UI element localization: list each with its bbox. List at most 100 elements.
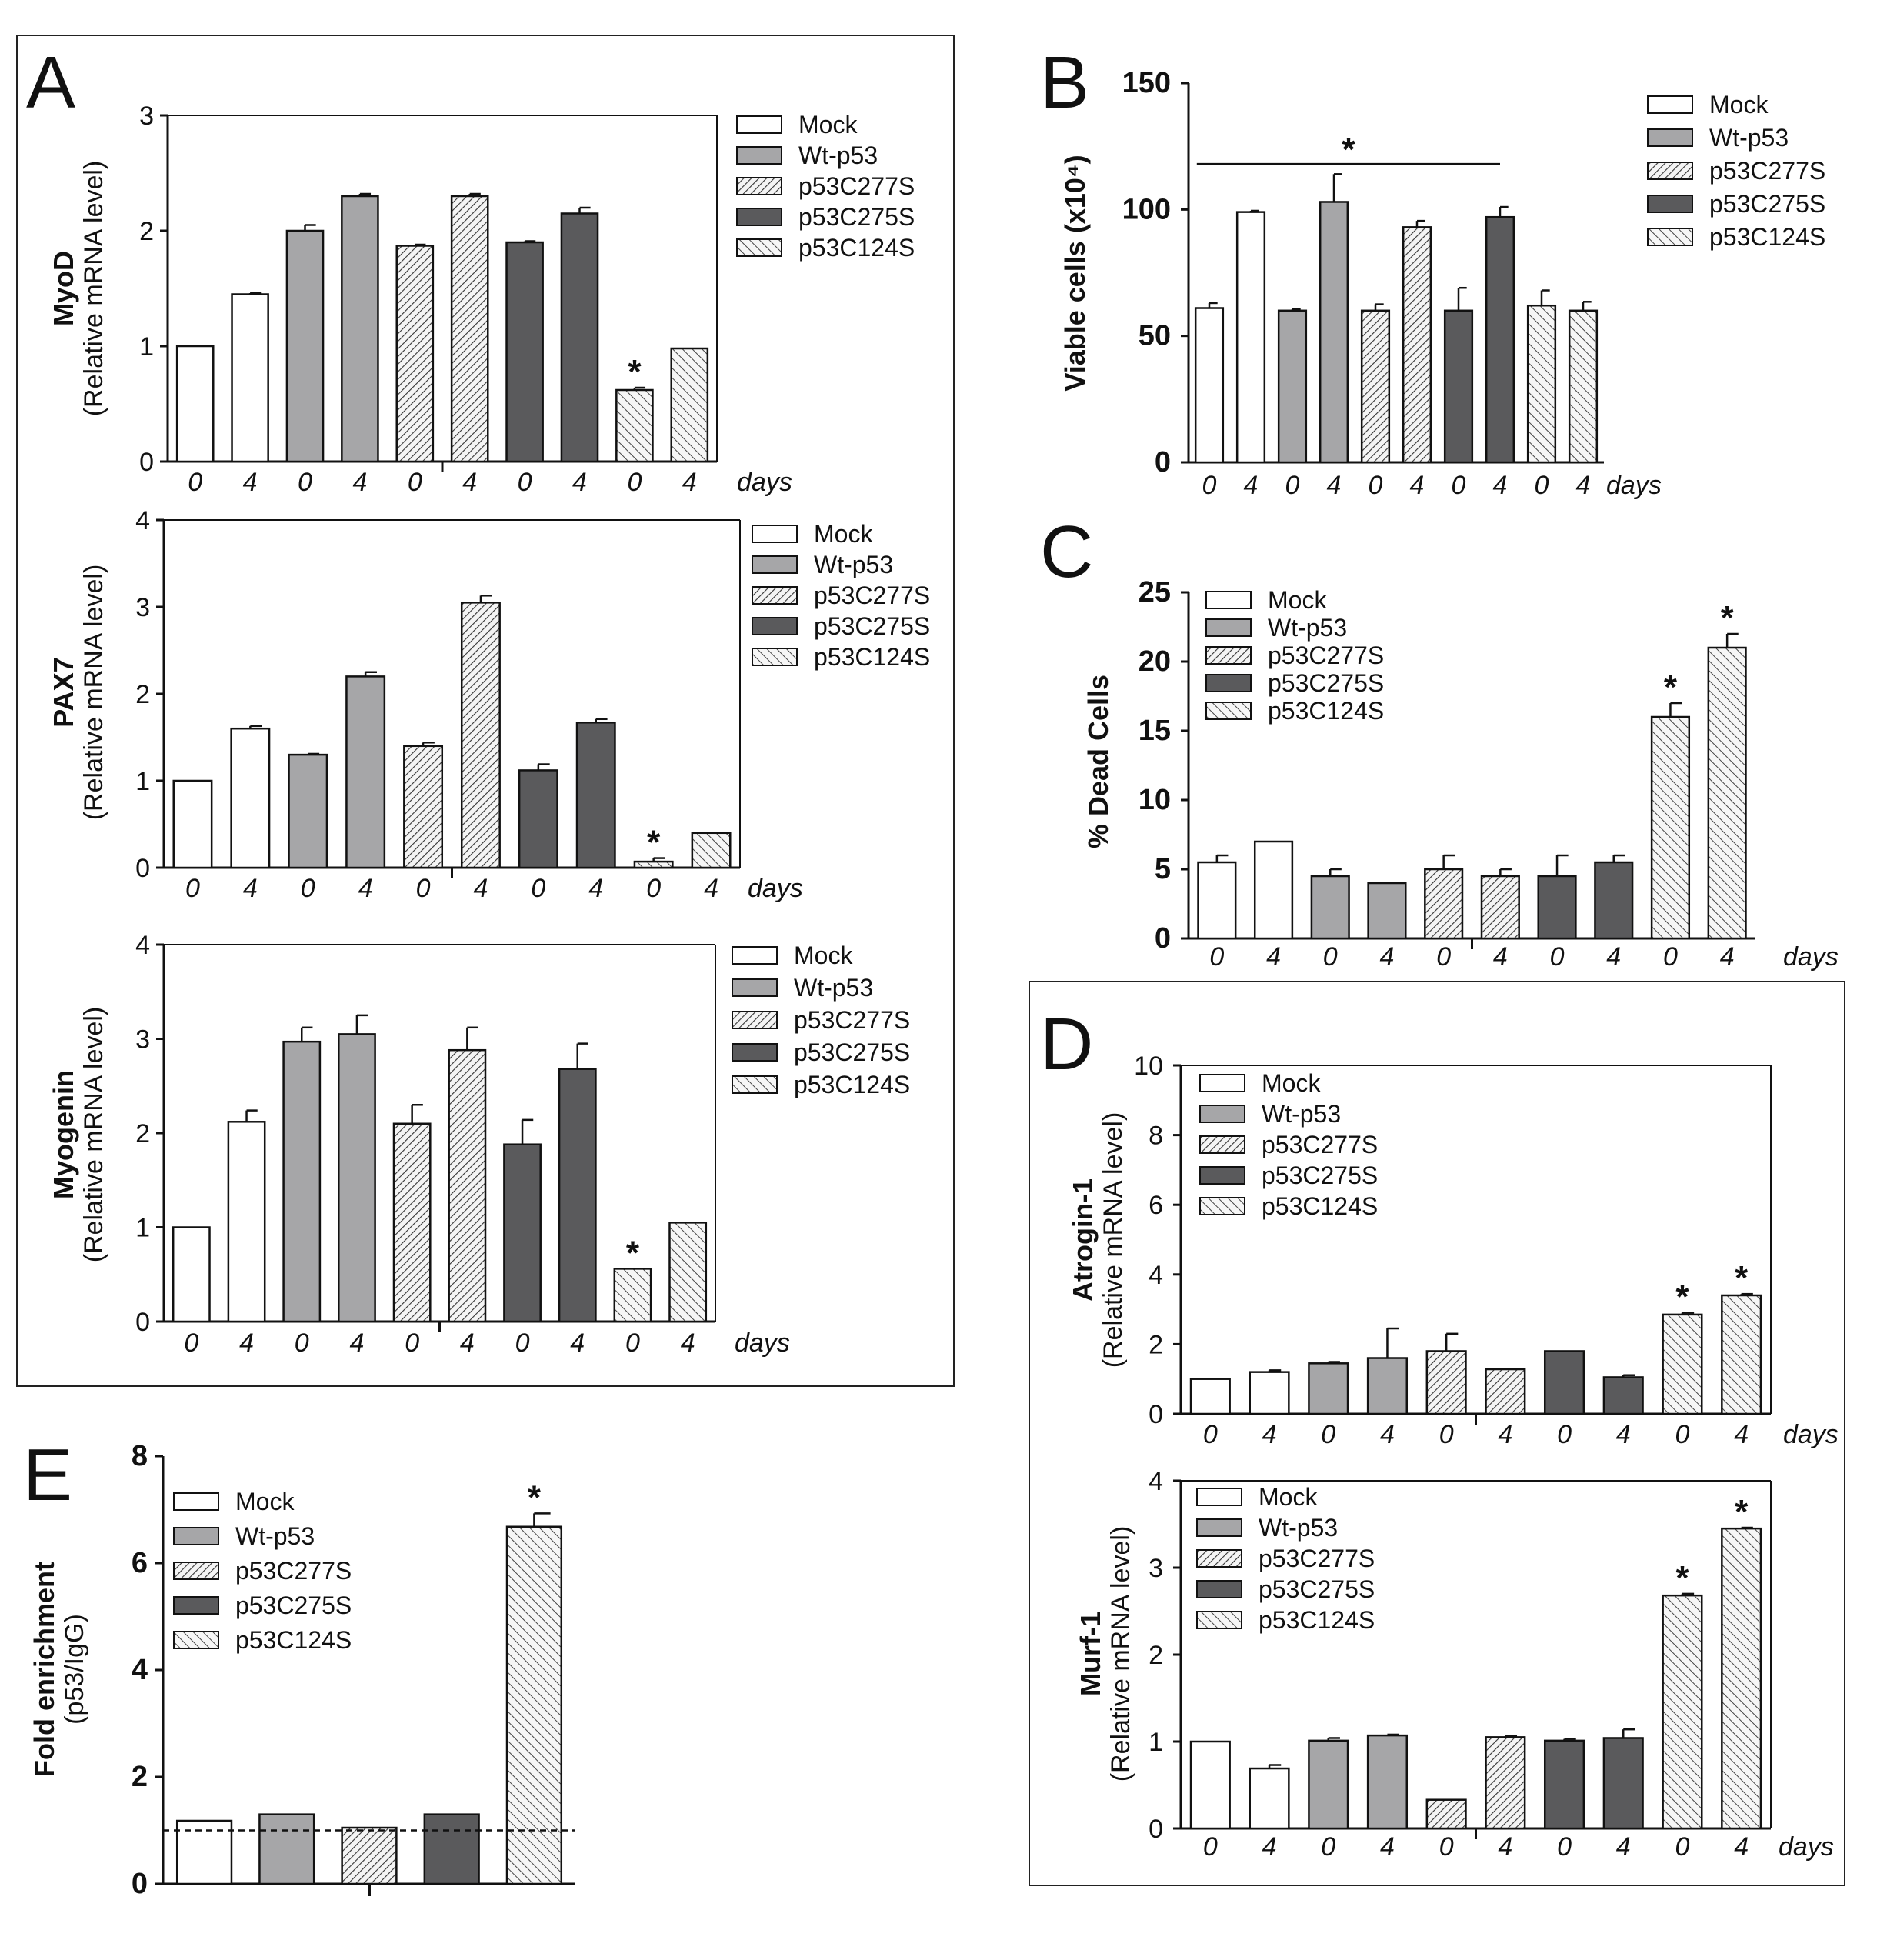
y-axis-title: % Dead Cells	[1082, 675, 1114, 848]
bar	[403, 745, 444, 869]
x-tick-label: 0	[295, 1328, 309, 1358]
x-tick-label: 4	[243, 468, 258, 497]
legend-label: p53C124S	[798, 234, 915, 262]
legend-label: p53C124S	[1262, 1192, 1378, 1220]
panel-d-frame	[1029, 981, 1845, 1886]
bar	[518, 769, 558, 869]
legend-label: p53C124S	[1709, 223, 1825, 251]
bar	[633, 860, 674, 869]
chart-sub-2: 0 1 2 3 4 Myogenin (Relative mRNA level) 0 4 0 4 0 4…	[48, 931, 910, 1358]
x-tick-label: 0	[1439, 1832, 1454, 1862]
bar	[1189, 1740, 1231, 1830]
bar	[1662, 1313, 1703, 1415]
panel-a-frame	[16, 35, 955, 1387]
x-tick-label: 4	[704, 874, 718, 903]
x-tick-label: 0	[1321, 1832, 1335, 1862]
legend-label: p53C277S	[235, 1557, 352, 1585]
bar	[1189, 1378, 1231, 1415]
days-label: days	[748, 874, 803, 903]
bar	[285, 229, 325, 463]
y-tick-label: 50	[1139, 320, 1171, 352]
legend-label: Wt-p53	[1709, 124, 1789, 152]
legend-label: p53C275S	[814, 612, 930, 640]
x-tick-label: 4	[1606, 942, 1621, 972]
bar	[1366, 1734, 1409, 1830]
legend-swatch	[1647, 195, 1693, 213]
y-tick-label: 3	[135, 1025, 150, 1055]
x-tick-label: 0	[1550, 942, 1565, 972]
y-tick-label: 0	[135, 854, 150, 883]
bar	[1249, 1371, 1290, 1415]
chart-A-0: 0 1 2 3 MyoD (Relative mRNA level) 0 4 0 4 0 4 0 4 * 0 4…	[48, 102, 915, 497]
y-tick-label: 150	[1122, 67, 1171, 99]
x-tick-label: 4	[349, 1328, 364, 1358]
x-tick-label: 4	[1379, 942, 1394, 972]
y-axis-title: MyoD	[48, 251, 79, 326]
x-tick-label: 4	[1380, 1832, 1395, 1862]
y-tick-label: 8	[1149, 1122, 1163, 1151]
legend-swatch	[1647, 128, 1693, 147]
panel-letter-e: E	[23, 1434, 72, 1516]
legend-swatch	[732, 978, 778, 997]
y-tick-label: 2	[135, 680, 150, 709]
y-tick-label: 3	[139, 102, 154, 131]
bar	[450, 195, 489, 463]
legend-swatch	[1199, 1135, 1245, 1154]
legend-label: Mock	[814, 520, 873, 548]
legend-swatch	[1196, 1518, 1242, 1537]
y-axis-subtitle: (p53/IgG)	[60, 1614, 89, 1725]
y-axis-title: PAX7	[48, 657, 79, 727]
legend-swatch	[173, 1596, 219, 1615]
y-tick-label: 25	[1139, 576, 1171, 608]
x-tick-label: 0	[1285, 471, 1300, 500]
x-tick-label: 0	[1203, 1832, 1218, 1862]
bar	[1425, 1350, 1467, 1415]
x-tick-label: 4	[1266, 942, 1281, 972]
x-tick-label: 4	[460, 1328, 475, 1358]
legend-label: p53C124S	[235, 1626, 352, 1654]
legend-label: Mock	[1268, 586, 1327, 614]
x-tick-label: 4	[358, 874, 373, 903]
legend-label: p53C124S	[1268, 697, 1384, 725]
bar	[1662, 1594, 1703, 1830]
x-tick-label: 4	[239, 1328, 254, 1358]
x-tick-label: 4	[1493, 942, 1508, 972]
legend-label: p53C275S	[794, 1038, 910, 1066]
y-tick-label: 0	[1155, 922, 1171, 955]
bar	[423, 1813, 480, 1885]
x-tick-label: 0	[1535, 471, 1549, 500]
panel-letter-b: B	[1040, 42, 1089, 124]
chart-sub-6: 0 1 2 3 4 Murf-1 (Relative mRNA level) 0 4 0 4 0 4 0 4…	[1075, 1467, 1834, 1862]
y-tick-label: 2	[135, 1119, 150, 1148]
y-tick-label: 1	[1149, 1728, 1163, 1757]
bar	[1485, 1736, 1526, 1830]
y-axis-title: Murf-1	[1075, 1612, 1106, 1696]
bar	[1480, 875, 1520, 940]
bar	[1424, 868, 1464, 940]
legend-label: p53C275S	[798, 203, 915, 231]
legend-label: Mock	[798, 111, 858, 138]
x-tick-label: 0	[1203, 1420, 1218, 1449]
legend-swatch	[736, 146, 782, 165]
bar	[670, 347, 709, 463]
bar	[338, 1033, 376, 1323]
significance-star: *	[1735, 1259, 1749, 1297]
bar	[1443, 309, 1474, 464]
bar	[341, 195, 379, 463]
legend-label: Mock	[1262, 1069, 1321, 1097]
days-label: days	[1783, 1420, 1839, 1449]
y-axis-subtitle: (Relative mRNA level)	[1099, 1112, 1128, 1368]
legend-swatch	[752, 525, 798, 543]
chart-C-4: 0 5 10 15 20 25 % Dead Cells 0 4 0 4 0 4 0 4 * 0 * 4 days Mo…	[1082, 576, 1839, 972]
bar	[1319, 201, 1349, 464]
x-tick-label: 0	[408, 468, 422, 497]
bar	[392, 1122, 432, 1323]
chart-D-5: 0 2 4 6 8 10 Atrogin-1 (Relative mRNA level) 0 4 0…	[1067, 1052, 1839, 1449]
legend-label: Wt-p53	[794, 974, 873, 1002]
bar	[1360, 309, 1391, 464]
legend-swatch	[732, 1075, 778, 1094]
bar	[448, 1048, 487, 1323]
significance-star: *	[1735, 1493, 1749, 1531]
legend-label: p53C124S	[1259, 1606, 1375, 1634]
x-tick-label: 0	[1557, 1420, 1572, 1449]
